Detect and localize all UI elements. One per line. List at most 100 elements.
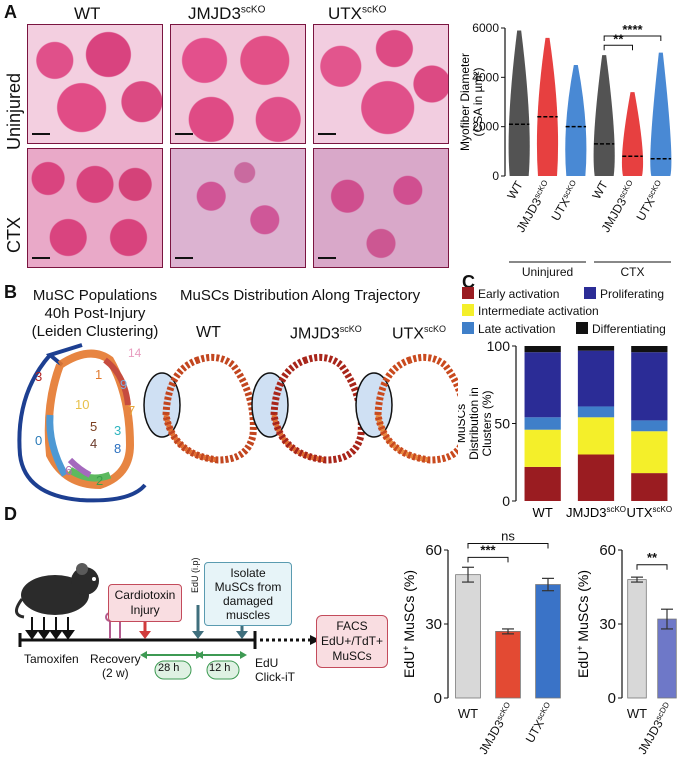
trajectory-umaps	[143, 353, 458, 464]
stacked-bar-segment	[577, 406, 615, 418]
experiment-schematic	[15, 563, 320, 680]
umap-title-jmjd3: JMJD3scKO	[290, 324, 362, 343]
cluster-label: 5	[90, 419, 97, 434]
x-tick-label: JMJD3scKO	[566, 505, 626, 520]
cluster-label: 2	[96, 473, 103, 488]
y-tick-label: 4000	[472, 70, 499, 84]
significance-label: **	[647, 550, 658, 565]
stacked-bar-segment	[524, 346, 561, 353]
legend-label: Late activation	[478, 322, 555, 336]
cardiotoxin-box: Cardiotoxin Injury	[108, 584, 182, 622]
panel-label-a: A	[4, 2, 17, 22]
panel-a-col-utx: UTXscKO	[328, 4, 387, 23]
panel-a-row-ctx: CTX	[4, 217, 24, 253]
panel-label-b: B	[4, 282, 17, 302]
x-tick-label: WT	[458, 706, 478, 721]
scatter-group	[650, 52, 672, 176]
leiden-title: MuSC Populations 40h Post-Injury (Leiden…	[31, 287, 159, 340]
stacked-bar-segment	[524, 429, 561, 467]
y-tick-label: 60	[425, 542, 442, 559]
significance-label: ****	[622, 22, 643, 37]
y-tick-label: 0	[492, 169, 499, 183]
stacked-bar-segment	[631, 420, 668, 432]
x-tick-label: UTXscKO	[627, 505, 673, 520]
legend-label: Early activation	[478, 287, 559, 301]
y-tick-label: 30	[599, 616, 616, 633]
scatter-group	[565, 65, 587, 176]
cluster-label: 0	[35, 433, 42, 448]
micrograph-uninjured-wt	[27, 24, 163, 144]
tamoxifen-label: Tamoxifen	[24, 652, 79, 666]
legend-swatch	[576, 322, 588, 334]
x-tick-label: WT	[533, 505, 553, 520]
stacked-bar-segment	[577, 346, 615, 351]
panel-a-row-uninjured: Uninjured	[4, 72, 24, 150]
stacked-bar-segment	[524, 352, 561, 418]
legend-swatch	[584, 287, 596, 299]
x-tick-label: UTXscKO	[634, 179, 668, 224]
myofiber-scatter-chart: 0 2000 4000 6000 Myofiber Diameter(CSA in µm…	[458, 21, 672, 278]
panel-a-col-jmjd3: JMJD3scKO	[188, 4, 266, 23]
scale-bar	[32, 133, 50, 135]
group-label: CTX	[621, 265, 645, 278]
y-tick-label: 100	[487, 338, 511, 354]
scatter-group	[508, 30, 530, 176]
cluster-label: 3	[114, 423, 121, 438]
y-axis-label: MuSCsDistribution inClusters (%)	[458, 387, 494, 460]
micrograph-uninjured-utx	[313, 24, 449, 144]
stacked-bar-segment	[631, 346, 668, 353]
edu-ip-label: EdU (i.p)	[190, 557, 200, 593]
micrograph-ctx-wt	[27, 148, 163, 268]
edu-click-label: EdU Click-iT	[255, 656, 295, 684]
trajectory-title: MuSCs Distribution Along Trajectory	[180, 287, 421, 304]
cluster-label: 3	[35, 369, 42, 384]
x-tick-label: WT	[627, 706, 647, 721]
cluster-label: 4	[90, 436, 97, 451]
significance-bracket	[467, 556, 509, 563]
x-tick-label: WT	[589, 178, 611, 202]
y-tick-label: 60	[599, 542, 616, 559]
stacked-bar-segment	[577, 417, 615, 455]
y-axis-label: Myofiber Diameter(CSA in µm²)	[458, 53, 485, 151]
scale-bar	[318, 133, 336, 135]
legend-swatch	[462, 322, 474, 334]
y-tick-label: 50	[494, 416, 510, 432]
stacked-bar-segment	[631, 352, 668, 421]
cluster-label: 7	[128, 403, 135, 418]
significance-bracket	[467, 543, 549, 549]
mouse-icon	[15, 563, 99, 619]
scatter-group	[621, 92, 644, 176]
stacked-bar-segment	[524, 466, 561, 501]
y-tick-label: 0	[434, 690, 442, 707]
scale-bar	[175, 133, 193, 135]
cluster-distribution-chart: Early activation ProliferatingIntermediat…	[458, 287, 673, 520]
interval-28h: 28 h	[158, 662, 180, 674]
x-tick-label: JMJD3scKO	[476, 701, 517, 757]
y-tick-label: 30	[425, 616, 442, 633]
facs-box: FACS EdU+/TdT+ MuSCs	[316, 615, 388, 668]
cluster-label: 1	[95, 367, 102, 382]
cluster-label: 10	[75, 397, 89, 412]
cluster-label: 9	[120, 377, 127, 392]
y-tick-label: 0	[502, 493, 510, 509]
micrograph-uninjured-jmjd3	[170, 24, 306, 144]
scale-bar	[32, 257, 50, 259]
y-axis-label: EdU+ MuSCs (%)	[401, 570, 417, 678]
legend-label: Differentiating	[592, 322, 666, 336]
scale-bar	[318, 257, 336, 259]
panel-label-d: D	[4, 504, 17, 524]
significance-label: ns	[501, 529, 515, 544]
bar	[535, 584, 561, 699]
stacked-bar-segment	[631, 431, 668, 474]
stacked-bar-segment	[631, 473, 668, 501]
isolate-box: Isolate MuSCs from damaged muscles	[204, 562, 292, 626]
y-tick-label: 6000	[472, 21, 499, 35]
significance-bracket	[603, 44, 633, 51]
legend-label: Intermediate activation	[478, 304, 599, 318]
recovery-label: Recovery (2 w)	[90, 652, 141, 680]
stacked-bar-segment	[524, 417, 561, 430]
significance-bracket	[603, 35, 662, 41]
legend-swatch	[462, 304, 474, 316]
